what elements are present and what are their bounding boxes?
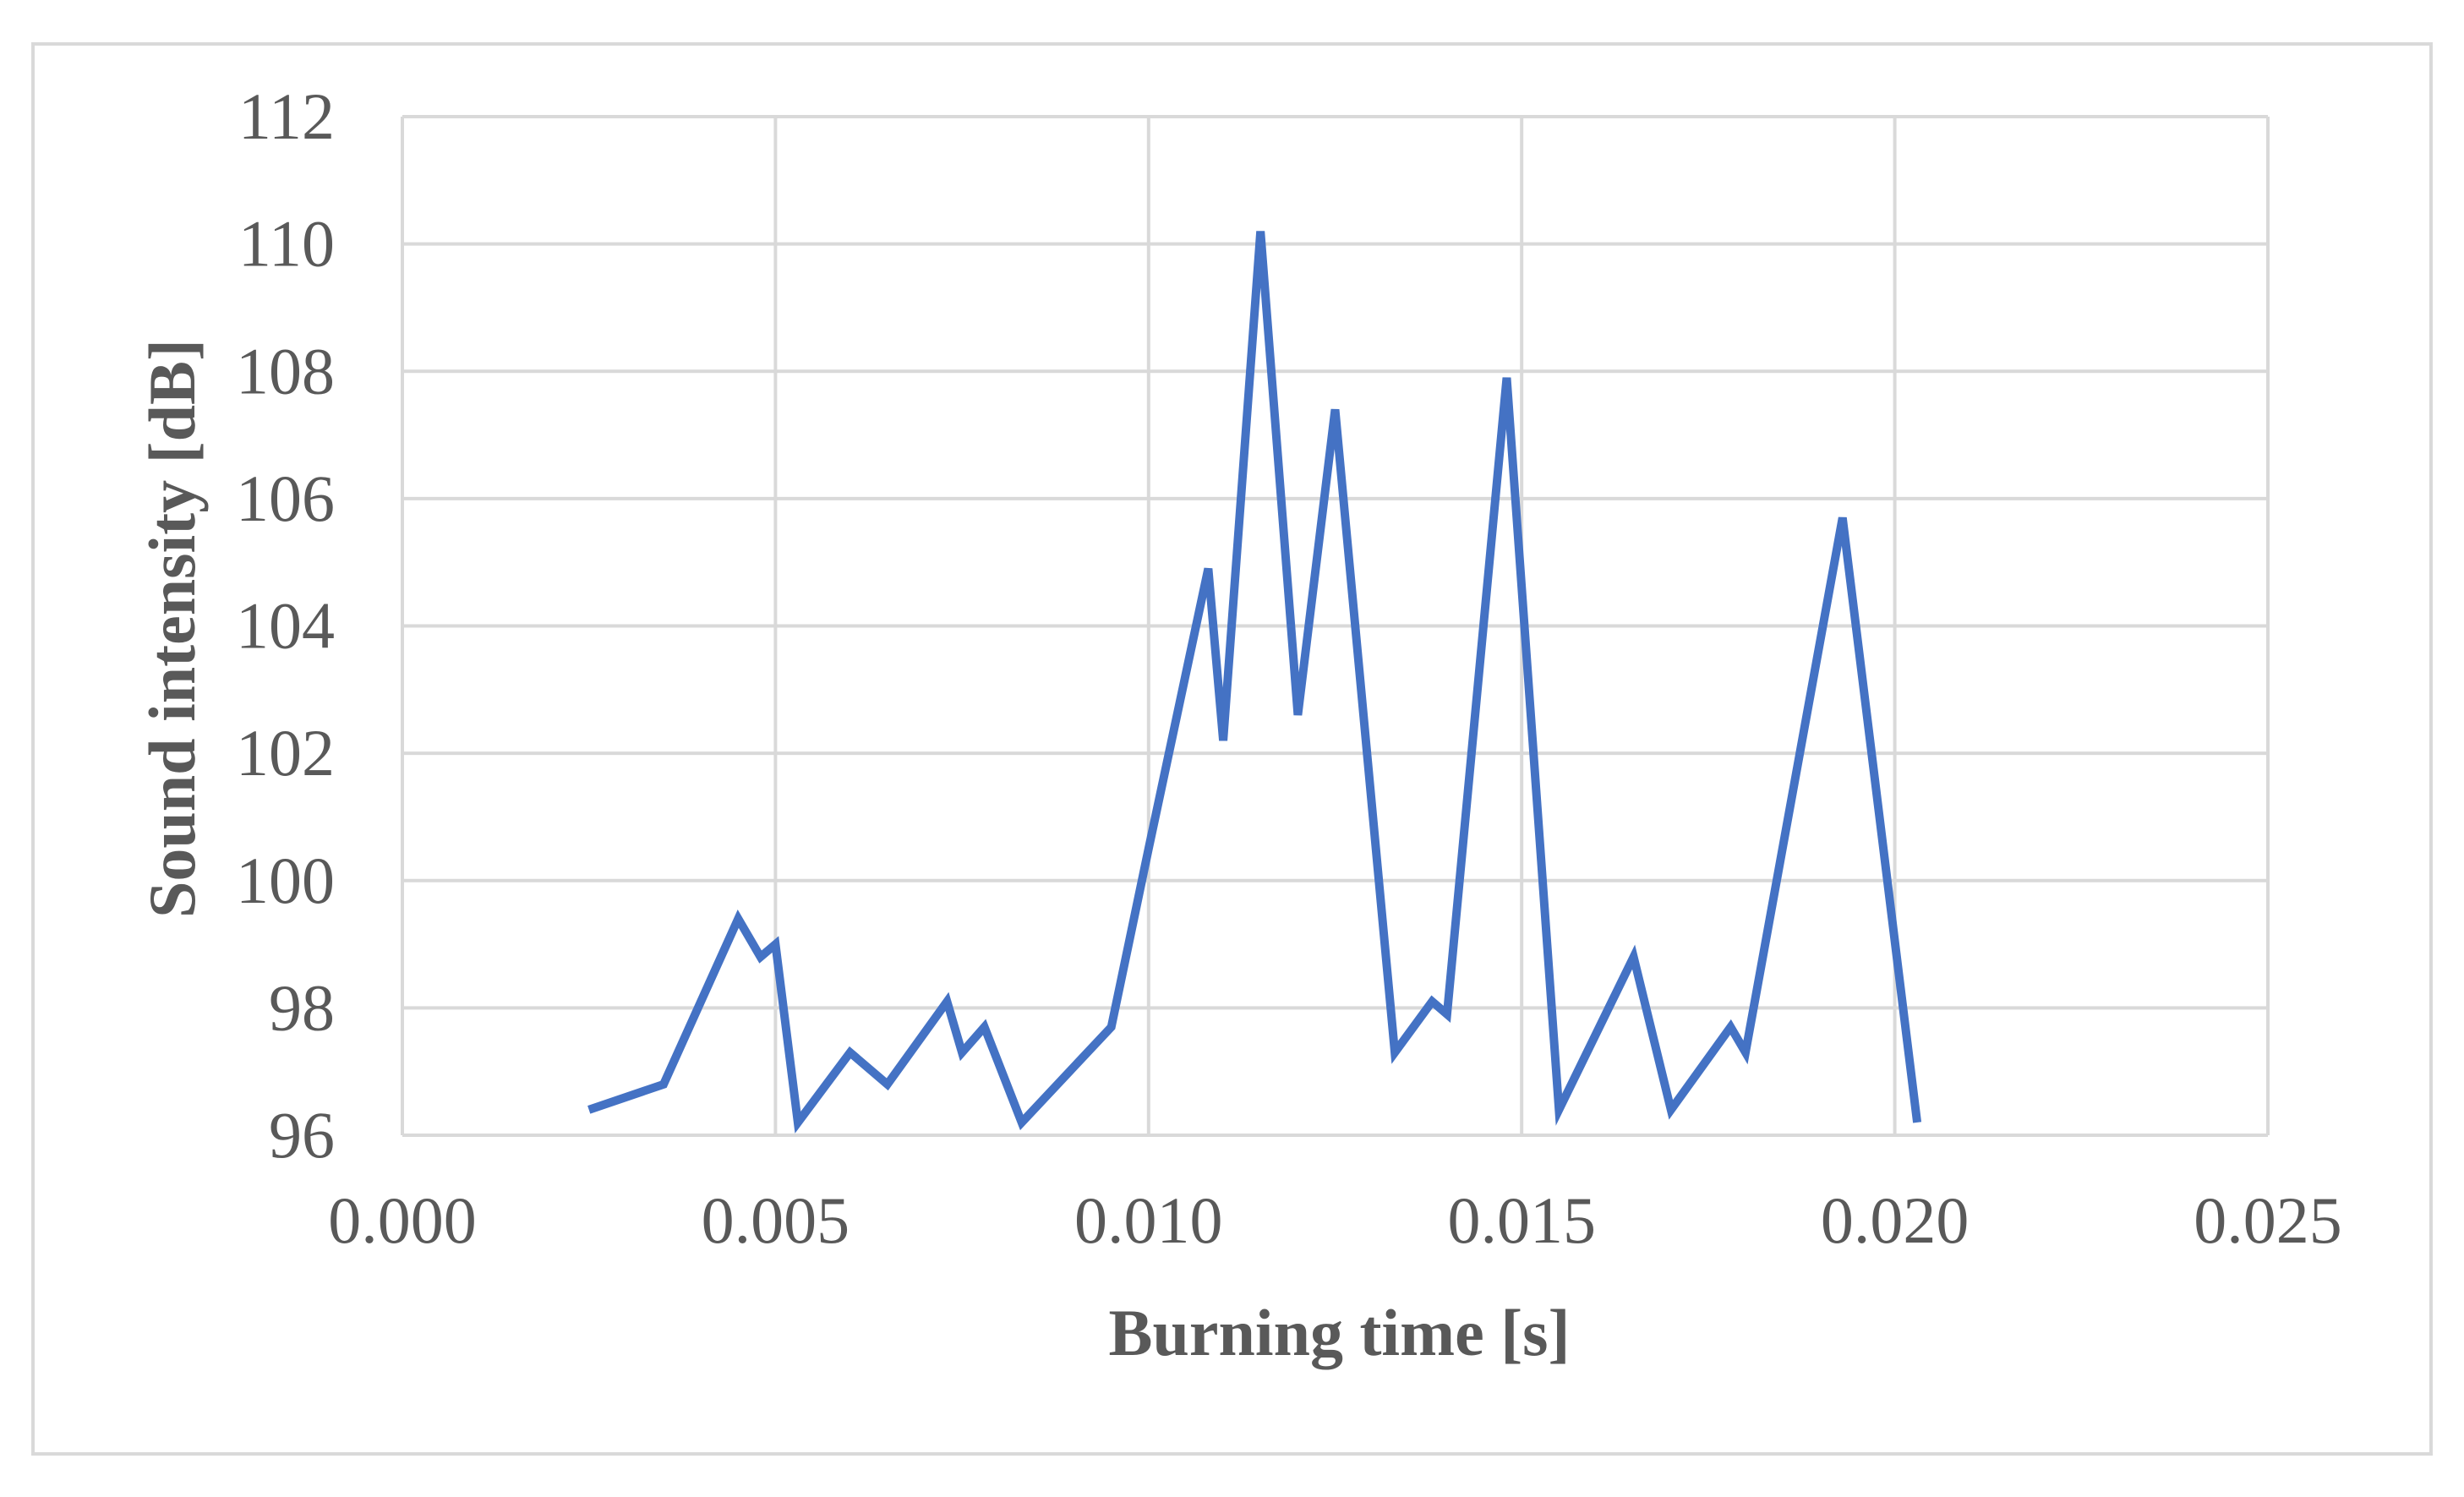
y-axis-ticks: 96 98 100 102 104 106 108 110 112 bbox=[236, 79, 335, 1172]
series-group bbox=[587, 231, 1922, 1134]
y-tick-label: 110 bbox=[238, 207, 335, 281]
y-tick-label: 104 bbox=[236, 589, 335, 663]
y-tick-label: 96 bbox=[269, 1098, 335, 1172]
x-tick-label: 0.025 bbox=[2194, 1183, 2342, 1257]
series-line bbox=[587, 231, 1922, 1134]
gridlines bbox=[401, 115, 2270, 1137]
y-tick-label: 106 bbox=[236, 462, 335, 535]
y-tick-label: 98 bbox=[269, 970, 335, 1044]
y-tick-label: 100 bbox=[236, 844, 335, 917]
y-tick-label: 108 bbox=[236, 334, 335, 407]
chart-frame bbox=[31, 42, 2433, 1456]
y-tick-label: 102 bbox=[236, 716, 335, 789]
x-tick-label: 0.015 bbox=[1447, 1183, 1596, 1257]
x-axis-title: Burning time [s] bbox=[1109, 1296, 1571, 1369]
y-tick-label: 112 bbox=[238, 79, 335, 153]
x-tick-label: 0.020 bbox=[1821, 1183, 1970, 1257]
x-tick-label: 0.005 bbox=[702, 1183, 850, 1257]
x-tick-label: 0.010 bbox=[1074, 1183, 1223, 1257]
x-axis-ticks: 0.000 0.005 0.010 0.015 0.020 0.025 bbox=[328, 1183, 2342, 1257]
y-axis-title: Sound intensity [dB] bbox=[135, 339, 209, 918]
x-tick-label: 0.000 bbox=[328, 1183, 477, 1257]
